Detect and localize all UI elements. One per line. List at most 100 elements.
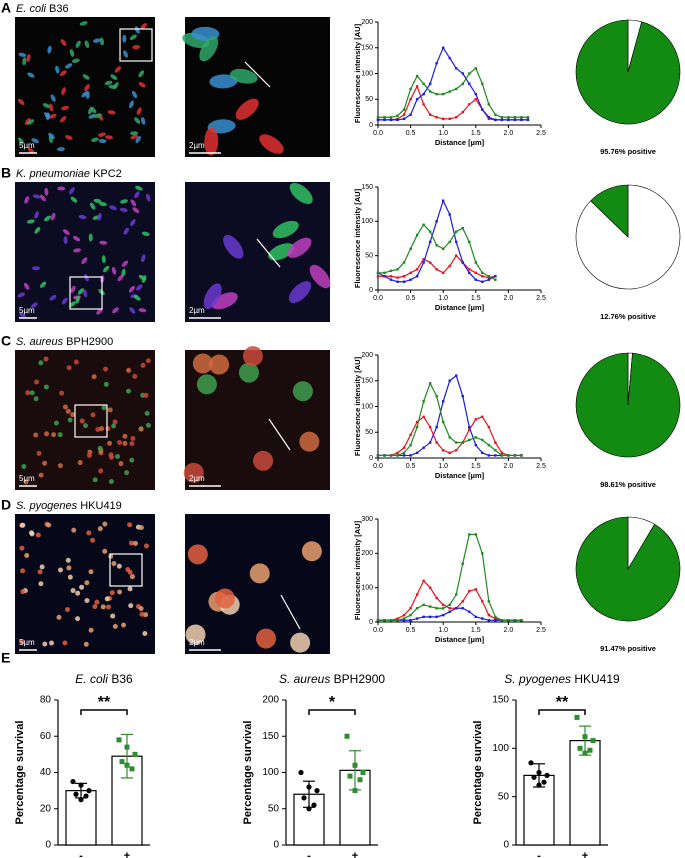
y-axis-label: Percentage survival bbox=[242, 721, 254, 825]
cell bbox=[44, 215, 51, 222]
cell bbox=[141, 231, 150, 236]
pie-label: 98.61% positive bbox=[600, 480, 656, 489]
cell bbox=[97, 526, 103, 532]
cell bbox=[272, 220, 299, 239]
x-tick-label: 1.0 bbox=[438, 130, 448, 137]
cell bbox=[22, 57, 27, 66]
cell bbox=[105, 135, 114, 140]
profile-point bbox=[396, 280, 399, 283]
inset-box bbox=[119, 28, 153, 62]
data-point bbox=[574, 714, 580, 720]
cell bbox=[114, 66, 122, 73]
cell bbox=[23, 282, 30, 290]
cell bbox=[82, 289, 88, 298]
cell bbox=[90, 537, 96, 543]
profile-point bbox=[494, 617, 497, 620]
strain: B36 bbox=[111, 672, 133, 686]
cell bbox=[119, 207, 128, 213]
cell bbox=[130, 199, 137, 207]
cell bbox=[290, 632, 311, 653]
cell bbox=[129, 34, 137, 40]
y-tick-label: 50 bbox=[365, 429, 373, 436]
cell bbox=[109, 590, 115, 596]
cell bbox=[138, 308, 147, 313]
y-axis-label: Percentage survival bbox=[14, 721, 26, 825]
profile-point bbox=[409, 619, 412, 622]
profile-point bbox=[435, 441, 438, 444]
cell bbox=[93, 198, 102, 203]
y-axis-label: Percentage survival bbox=[472, 721, 484, 825]
cell bbox=[209, 74, 238, 89]
cell bbox=[132, 373, 138, 379]
panel-title: S. pyogenes HKU419 bbox=[16, 500, 122, 512]
profile-point bbox=[500, 454, 504, 457]
cell bbox=[19, 545, 25, 551]
profile-point bbox=[428, 382, 432, 385]
cell bbox=[107, 440, 113, 446]
cell bbox=[145, 193, 151, 202]
cell bbox=[116, 563, 122, 569]
profile-point bbox=[409, 613, 412, 617]
y-tick-label: 50 bbox=[365, 253, 373, 260]
profile-point bbox=[402, 617, 406, 620]
cell bbox=[209, 354, 230, 375]
cell bbox=[59, 70, 67, 76]
cell bbox=[117, 589, 123, 595]
cell bbox=[84, 273, 89, 282]
cell bbox=[59, 390, 65, 396]
x-tick-label: 2.5 bbox=[536, 295, 546, 302]
x-tick-label: - bbox=[537, 850, 541, 858]
profile-point bbox=[396, 118, 399, 122]
cell bbox=[75, 295, 80, 304]
profile-point bbox=[428, 605, 432, 608]
profile-point bbox=[428, 586, 432, 589]
cell bbox=[70, 196, 78, 203]
cell bbox=[145, 358, 151, 364]
cell bbox=[17, 98, 25, 105]
profile-line bbox=[268, 418, 291, 451]
cell bbox=[131, 90, 138, 99]
profile-point bbox=[481, 271, 484, 275]
profile-point bbox=[409, 454, 412, 457]
y-tick-label: 100 bbox=[361, 585, 373, 592]
scale-label: 2µm bbox=[189, 474, 205, 483]
profile-point bbox=[409, 87, 412, 91]
profile-point bbox=[389, 275, 393, 278]
profile-point bbox=[455, 441, 458, 444]
y-tick-label: 200 bbox=[361, 19, 373, 26]
cell bbox=[49, 103, 54, 112]
y-tick-label: 0 bbox=[369, 619, 373, 626]
profile-point bbox=[376, 118, 380, 122]
profile-point bbox=[422, 446, 425, 449]
profile-point bbox=[455, 230, 458, 233]
cell bbox=[55, 65, 60, 74]
profile-point bbox=[448, 436, 451, 439]
y-tick-label: 150 bbox=[361, 184, 373, 191]
cell bbox=[132, 207, 140, 214]
cell bbox=[21, 463, 27, 469]
pie-slice bbox=[575, 19, 681, 125]
data-point bbox=[352, 788, 358, 794]
panel-letter: C bbox=[1, 333, 11, 349]
profile-point bbox=[442, 420, 445, 424]
cell bbox=[117, 439, 123, 445]
cell bbox=[86, 452, 92, 458]
profile-point bbox=[428, 90, 432, 93]
cell bbox=[73, 235, 81, 242]
data-point bbox=[541, 779, 547, 785]
profile-point bbox=[415, 233, 419, 237]
profile-point bbox=[448, 240, 451, 244]
cell bbox=[91, 374, 97, 380]
cell bbox=[123, 227, 129, 235]
cell bbox=[53, 420, 59, 426]
cell bbox=[101, 405, 107, 411]
profile-point bbox=[442, 117, 445, 121]
profile-point bbox=[415, 607, 419, 610]
cell bbox=[57, 567, 63, 573]
cell bbox=[133, 295, 141, 301]
cell bbox=[125, 566, 131, 572]
cell bbox=[144, 543, 150, 549]
profile-point bbox=[422, 257, 425, 261]
cell bbox=[61, 105, 69, 111]
x-tick-label: 0.5 bbox=[406, 627, 416, 634]
